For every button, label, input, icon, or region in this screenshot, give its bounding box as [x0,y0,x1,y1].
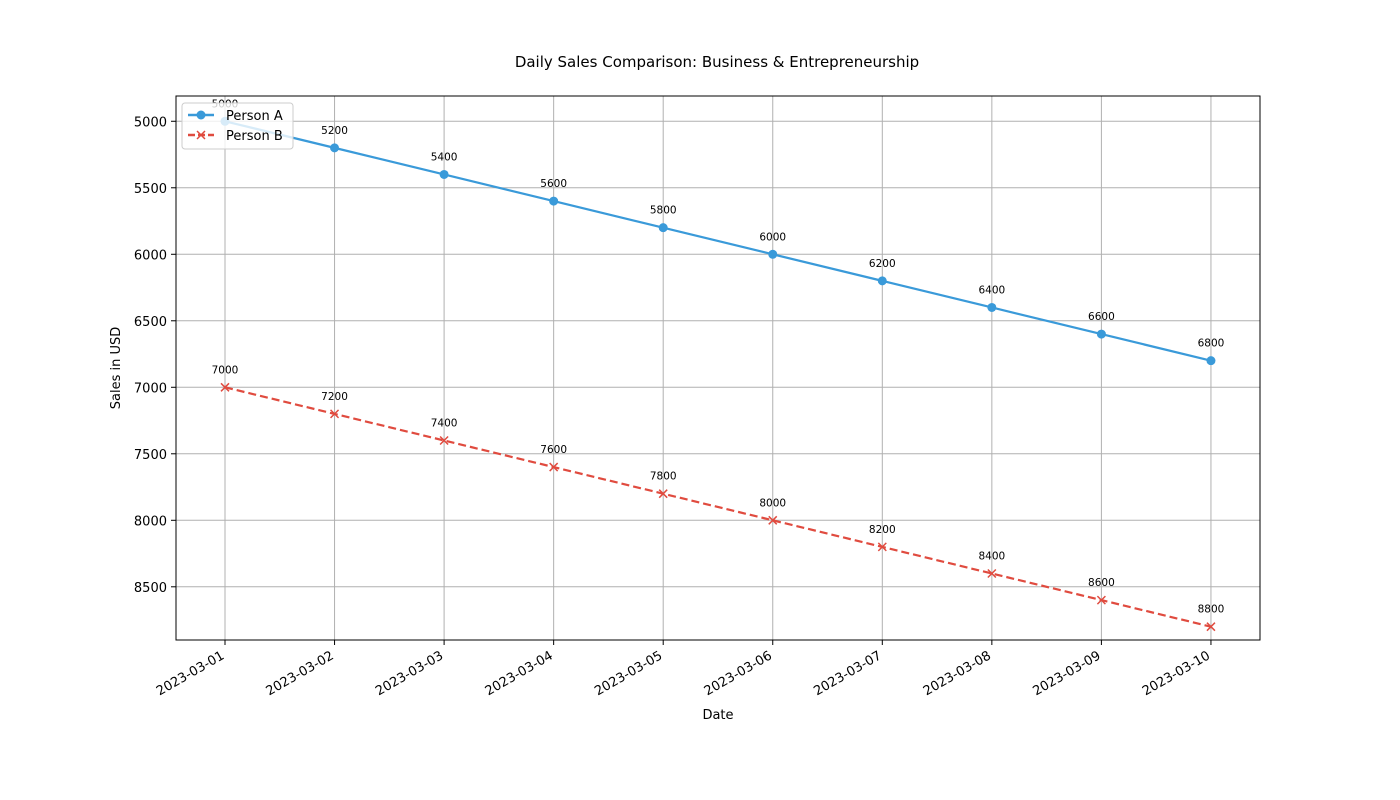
data-point [1206,356,1216,366]
y-tick-label: 7500 [134,448,167,463]
data-label: 7000 [212,364,239,376]
x-tick-label: 2023-03-01 [154,648,227,699]
legend: Person A Person B [181,102,294,150]
x-tick-label: 2023-03-04 [483,648,556,699]
data-point [439,435,449,446]
data-label: 7600 [540,444,567,456]
x-tick-label: 2023-03-03 [373,648,446,699]
x-axis-label: Date [702,708,733,723]
data-label: 8200 [869,524,896,536]
data-labels-layer: 5000520054005600580060006200640066006800… [212,98,1225,615]
data-label: 6800 [1198,338,1225,350]
data-point [658,223,668,233]
data-label: 8800 [1198,604,1225,616]
series-layer [220,116,1216,632]
data-label: 6000 [759,231,786,243]
x-tick-label: 2023-03-08 [921,648,994,699]
y-axis-ticks: 5000 5500 6000 6500 7000 7500 8000 8500 [134,115,176,596]
data-point [220,382,230,392]
data-label: 7200 [321,391,348,403]
x-tick-label: 2023-03-10 [1140,648,1213,699]
data-point [330,409,340,419]
x-axis-ticks: 2023-03-01 2023-03-02 2023-03-03 2023-03-04… [154,640,1213,699]
x-tick-label: 2023-03-05 [592,648,665,699]
series-line-person-b [224,386,1212,628]
chart-title: Daily Sales Comparison: Business & Entre… [515,53,919,71]
y-tick-label: 7000 [134,381,167,396]
data-point [1206,622,1216,632]
data-point [549,196,559,206]
data-point [439,169,449,179]
data-label: 5800 [650,205,677,217]
y-tick-label: 6000 [134,248,167,263]
data-label: 8600 [1088,577,1115,589]
x-tick-label: 2023-03-07 [811,648,884,699]
data-label: 8000 [759,497,786,509]
data-point [768,515,778,525]
data-point [1096,329,1106,339]
data-point [330,143,340,153]
data-label: 7400 [431,417,458,429]
data-label: 5400 [431,151,458,163]
data-point [877,542,887,552]
x-tick-label: 2023-03-06 [702,648,775,699]
plot-area-frame [175,95,1261,641]
data-label: 6600 [1088,311,1115,323]
legend-marker-person-b [196,130,206,140]
y-axis-label: Sales in USD [109,327,124,410]
legend-marker-person-a [196,110,206,120]
series-line-person-a [224,120,1212,362]
data-point [1096,595,1106,605]
y-tick-label: 8000 [134,514,167,529]
x-tick-label: 2023-03-09 [1030,648,1103,699]
data-point [768,249,778,259]
grid-lines [176,96,1260,640]
legend-label-person-b: Person B [226,129,283,144]
data-label: 8400 [978,550,1005,562]
data-label: 6200 [869,258,896,270]
data-label: 6400 [978,284,1005,296]
data-point [658,489,668,499]
data-point [877,276,887,286]
data-point [549,462,559,472]
y-tick-label: 8500 [134,581,167,596]
data-point [987,568,997,579]
data-label: 5600 [540,178,567,190]
legend-label-person-a: Person A [226,109,283,124]
y-tick-label: 5000 [134,115,167,130]
data-label: 5200 [321,125,348,137]
y-tick-label: 6500 [134,315,167,330]
y-tick-label: 5500 [134,182,167,197]
data-point [987,302,997,312]
x-tick-label: 2023-03-02 [264,648,337,699]
data-label: 7800 [650,471,677,483]
